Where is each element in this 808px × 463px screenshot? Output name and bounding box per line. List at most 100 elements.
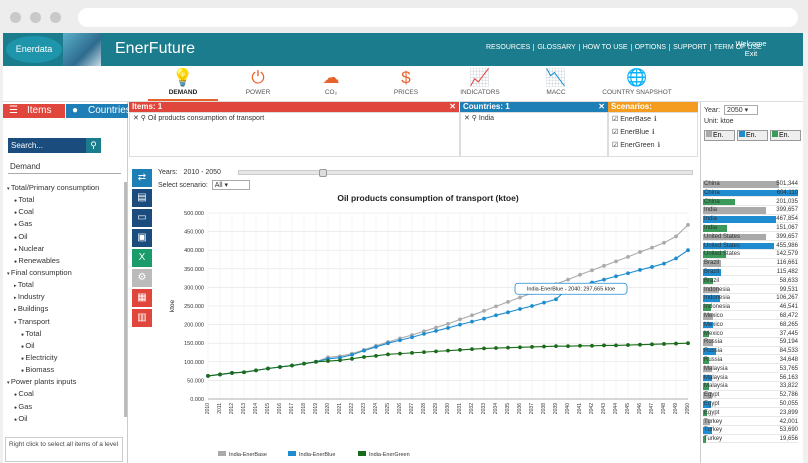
info-icon[interactable]: ℹ: [652, 129, 655, 136]
data-point[interactable]: [506, 300, 510, 304]
data-point[interactable]: [554, 297, 558, 302]
column-header[interactable]: En.: [704, 130, 735, 141]
legend-label[interactable]: India-EnerGreen: [369, 452, 410, 458]
data-point[interactable]: [422, 332, 426, 336]
data-point[interactable]: [350, 352, 354, 357]
data-point[interactable]: [422, 350, 426, 355]
link-glossary[interactable]: GLOSSARY: [534, 44, 580, 51]
year-select[interactable]: 2050 ▾: [724, 105, 759, 115]
slider-handle[interactable]: [319, 169, 327, 177]
tree-item[interactable]: ● Total: [6, 328, 124, 340]
data-point[interactable]: [494, 304, 498, 309]
data-point[interactable]: [578, 343, 582, 348]
exit-link[interactable]: Exit: [744, 49, 758, 58]
data-point[interactable]: [638, 250, 642, 254]
table-row[interactable]: India 151,067: [703, 224, 798, 233]
link-support[interactable]: SUPPORT: [670, 44, 711, 51]
link-resources[interactable]: RESOURCES: [483, 44, 535, 51]
tab-country-snapshot[interactable]: 🌐 COUNTRY SNAPSHOT: [598, 66, 676, 101]
data-point[interactable]: [506, 345, 510, 350]
data-point[interactable]: [518, 295, 522, 300]
enerdata-logo[interactable]: Enerdata: [6, 36, 62, 63]
tab-demand[interactable]: 💡 DEMAND: [148, 66, 218, 101]
data-point[interactable]: [374, 353, 378, 358]
window-dot-icon[interactable]: [50, 12, 61, 23]
table-row[interactable]: India 399,657: [703, 206, 798, 215]
data-point[interactable]: [650, 265, 654, 269]
scenario-checkbox[interactable]: ☑ EnerGreen ℹ: [609, 139, 697, 152]
table-row[interactable]: Indonesia 46,541: [703, 303, 798, 312]
data-point[interactable]: [398, 338, 402, 343]
data-point[interactable]: [278, 365, 282, 369]
data-point[interactable]: [650, 245, 654, 250]
data-point[interactable]: [662, 261, 666, 266]
tree-item[interactable]: ● Gas: [6, 218, 124, 230]
tree-item[interactable]: ▾ Power plants inputs: [6, 376, 124, 388]
table-row[interactable]: Turkey 42,001: [703, 418, 798, 426]
data-point[interactable]: [626, 254, 630, 259]
table-row[interactable]: India 467,854: [703, 215, 798, 224]
data-point[interactable]: [458, 347, 462, 352]
table-row[interactable]: Russia 34,648: [703, 356, 798, 365]
data-point[interactable]: [686, 223, 690, 227]
data-point[interactable]: [470, 347, 474, 352]
data-point[interactable]: [266, 366, 270, 371]
selected-item[interactable]: ✕ ⚲ Oil products consumption of transpor…: [133, 115, 265, 122]
bar-chart-icon[interactable]: ▥: [132, 309, 152, 327]
link-options[interactable]: OPTIONS: [631, 44, 671, 51]
save-icon[interactable]: ▣: [132, 229, 152, 247]
data-point[interactable]: [614, 259, 618, 264]
data-point[interactable]: [254, 368, 258, 373]
table-row[interactable]: Indonesia 99,531: [703, 286, 798, 294]
tree-item[interactable]: ▸ Buildings: [6, 303, 124, 315]
legend-swatch[interactable]: [218, 451, 226, 456]
tree-item[interactable]: ● Oil: [6, 340, 124, 352]
scenario-select[interactable]: All ▾: [211, 180, 250, 190]
data-point[interactable]: [482, 308, 486, 313]
info-icon[interactable]: ℹ: [657, 142, 661, 149]
close-icon[interactable]: ✕: [449, 102, 456, 111]
table-row[interactable]: Russia 59,194: [703, 338, 798, 347]
table-row[interactable]: Mexico 68,265: [703, 321, 798, 330]
data-point[interactable]: [602, 343, 606, 348]
tree-item[interactable]: ● Gas: [6, 401, 124, 413]
table-row[interactable]: Turkey 53,690: [703, 426, 798, 435]
tree-item[interactable]: ● Biomass: [6, 364, 124, 376]
window-dot-icon[interactable]: [10, 12, 21, 23]
data-point[interactable]: [614, 274, 618, 279]
table-row[interactable]: Turkey 19,656: [703, 435, 798, 444]
years-slider[interactable]: [238, 169, 693, 177]
data-point[interactable]: [626, 271, 630, 276]
window-dot-icon[interactable]: [30, 12, 41, 23]
tree-item[interactable]: ● Oil: [6, 413, 124, 425]
column-header[interactable]: En.: [770, 130, 801, 141]
tree-item[interactable]: ▾ Transport: [6, 316, 124, 328]
data-point[interactable]: [410, 335, 414, 340]
table-row[interactable]: Malaysia 56,163: [703, 374, 798, 382]
data-point[interactable]: [566, 344, 570, 349]
data-point[interactable]: [446, 321, 450, 326]
table-row[interactable]: United States 455,986: [703, 242, 798, 250]
table-icon[interactable]: ▦: [132, 289, 152, 307]
tree-item[interactable]: ● Electricity: [6, 352, 124, 364]
data-point[interactable]: [470, 319, 474, 324]
column-header[interactable]: En.: [737, 130, 768, 141]
legend-label[interactable]: India-EnerBlue: [299, 452, 335, 458]
data-point[interactable]: [590, 268, 594, 273]
data-point[interactable]: [674, 256, 678, 261]
data-point[interactable]: [422, 329, 426, 334]
table-row[interactable]: United States 142,579: [703, 250, 798, 259]
table-row[interactable]: Egypt 50,055: [703, 400, 798, 409]
data-point[interactable]: [662, 342, 666, 346]
info-icon[interactable]: ℹ: [653, 116, 657, 123]
tree-item[interactable]: ▸ Total: [6, 279, 124, 291]
scenario-checkbox[interactable]: ☑ EnerBase ℹ: [609, 113, 697, 126]
data-point[interactable]: [338, 358, 342, 363]
data-point[interactable]: [542, 344, 546, 349]
data-point[interactable]: [362, 355, 366, 359]
data-point[interactable]: [626, 343, 630, 347]
data-point[interactable]: [578, 272, 582, 277]
data-point[interactable]: [674, 234, 678, 239]
data-point[interactable]: [206, 374, 210, 378]
data-point[interactable]: [566, 277, 570, 282]
